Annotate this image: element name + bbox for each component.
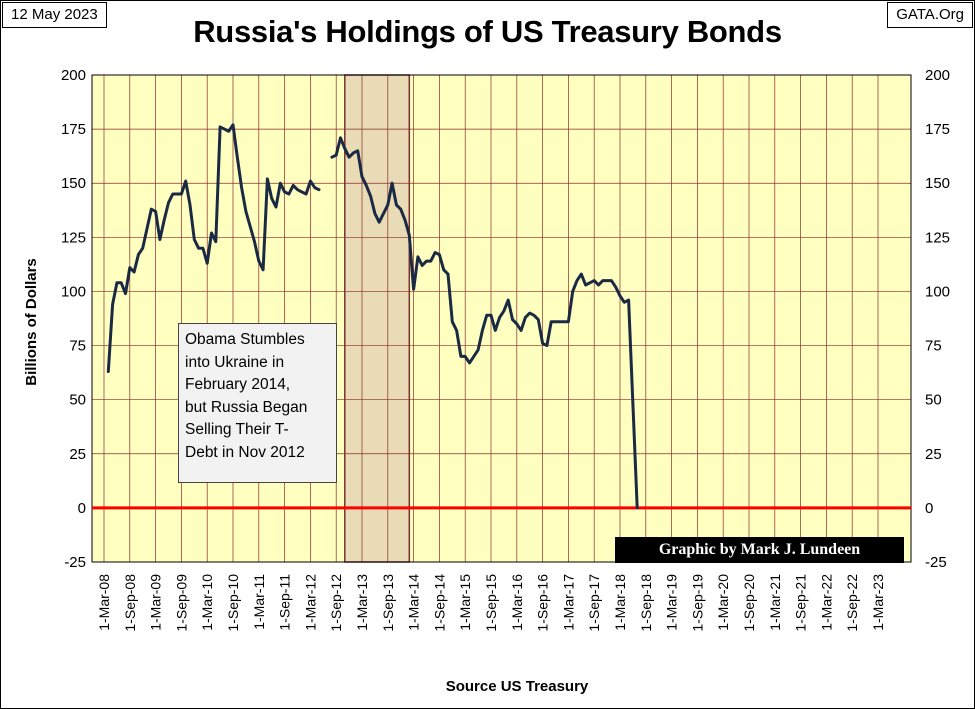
annotation-line: but Russia Began	[185, 398, 308, 416]
y-tick-label-right: 75	[925, 338, 942, 355]
y-tick-label-left: 50	[69, 392, 86, 409]
x-tick-label: 1-Mar-11	[251, 574, 267, 630]
x-tick-label: 1-Mar-10	[199, 574, 215, 631]
x-tick-label: 1-Sep-16	[535, 574, 551, 632]
x-tick-label: 1-Sep-10	[225, 574, 241, 632]
y-tick-label-right: 200	[925, 67, 950, 84]
y-tick-label-right: 100	[925, 283, 950, 300]
x-tick-label: 1-Mar-17	[560, 574, 576, 631]
x-tick-label: 1-Sep-12	[328, 574, 344, 632]
x-tick-label: 1-Sep-19	[689, 574, 705, 632]
x-tick-label: 1-Mar-15	[457, 574, 473, 631]
x-tick-label: 1-Mar-08	[96, 574, 112, 631]
x-tick-label: 1-Sep-09	[173, 574, 189, 632]
y-tick-label-left: 75	[69, 338, 86, 355]
y-tick-label-left: 125	[61, 229, 86, 246]
x-tick-label: 1-Mar-14	[406, 574, 422, 631]
x-tick-label: 1-Sep-14	[431, 574, 447, 632]
x-tick-label: 1-Mar-19	[664, 574, 680, 631]
y-tick-label-left: 200	[61, 67, 86, 84]
x-tick-label: 1-Sep-18	[638, 574, 654, 632]
y-tick-label-right: 125	[925, 229, 950, 246]
y-tick-label-left: 25	[69, 446, 86, 463]
x-tick-label: 1-Mar-23	[870, 574, 886, 631]
y-tick-label-left: -25	[64, 554, 86, 571]
x-tick-label: 1-Mar-09	[148, 574, 164, 631]
x-axis-label: Source US Treasury	[446, 678, 589, 695]
y-tick-label-right: 0	[925, 500, 933, 517]
date-label: 12 May 2023	[2, 2, 107, 28]
credit-label: Graphic by Mark J. Lundeen	[615, 537, 904, 563]
chart-title: Russia's Holdings of US Treasury Bonds	[193, 14, 782, 49]
series-layer	[92, 123, 911, 510]
y-tick-label-left: 150	[61, 175, 86, 192]
x-tick-label: 1-Sep-20	[741, 574, 757, 632]
x-tick-label: 1-Mar-16	[509, 574, 525, 631]
plot-area	[91, 74, 912, 563]
y-tick-label-left: 175	[61, 121, 86, 138]
site-label: GATA.Org	[887, 2, 973, 28]
x-tick-label: 1-Sep-21	[793, 574, 809, 632]
x-tick-label: 1-Mar-13	[354, 574, 370, 631]
y-axis-label: Billions of Dollars	[23, 258, 40, 386]
y-tick-label-right: -25	[925, 554, 947, 571]
y-tick-label-right: 175	[925, 121, 950, 138]
x-tick-label: 1-Sep-11	[277, 574, 293, 631]
y-tick-label-right: 150	[925, 175, 950, 192]
x-tick-label: 1-Sep-08	[122, 574, 138, 632]
y-tick-label-left: 0	[78, 500, 86, 517]
x-tick-label: 1-Mar-22	[818, 574, 834, 631]
annotation-line: Debt in Nov 2012	[185, 443, 305, 461]
tick-labels: -25 -25 0 0 25 25 50 50 75 75 100 100 125 125 150 150 17…	[61, 67, 950, 632]
x-tick-label: 1-Sep-22	[844, 574, 860, 632]
series-line	[631, 402, 639, 510]
x-tick-label: 1-Sep-13	[380, 574, 396, 632]
x-tick-label: 1-Mar-18	[612, 574, 628, 631]
annotation-box: Obama Stumbles into Ukraine in February …	[178, 323, 337, 483]
series-line	[106, 123, 321, 373]
shaded-period	[344, 74, 411, 563]
x-tick-label: 1-Sep-15	[483, 574, 499, 632]
x-tick-label: 1-Mar-21	[767, 574, 783, 631]
annotation-line: Obama Stumbles	[185, 331, 305, 348]
y-tick-label-right: 25	[925, 446, 942, 463]
annotation-line: February 2014,	[185, 376, 291, 393]
plot-background	[91, 74, 912, 563]
series-line	[330, 136, 635, 406]
y-tick-label-right: 50	[925, 392, 942, 409]
plot-border	[91, 74, 912, 563]
x-tick-label: 1-Mar-12	[302, 574, 318, 631]
y-tick-label-left: 100	[61, 283, 86, 300]
x-tick-label: 1-Mar-20	[715, 574, 731, 631]
annotation-line: Selling Their T-	[185, 421, 289, 438]
x-tick-label: 1-Sep-17	[586, 574, 602, 632]
annotation-line: into Ukraine in	[185, 353, 285, 371]
